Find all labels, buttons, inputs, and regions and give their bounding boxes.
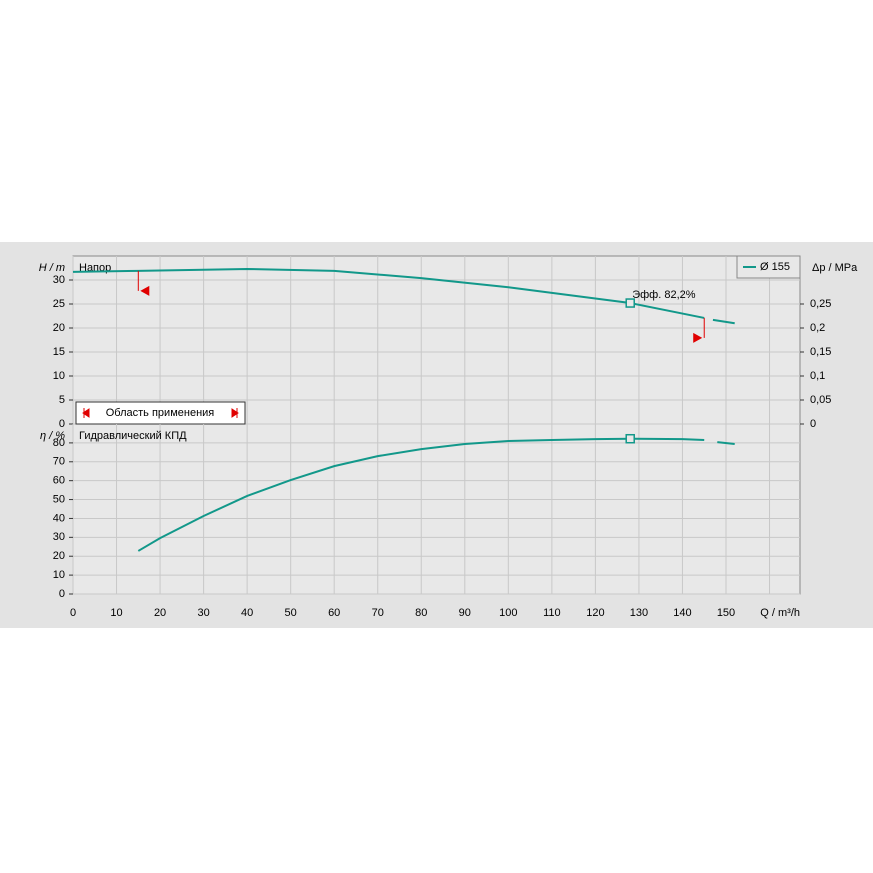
x-tick-label: 150 [717,607,735,619]
y-tick-label: 0 [59,418,65,430]
y-tick-label: 10 [53,370,65,382]
y-tick-label: 25 [53,298,65,310]
series-line [712,318,735,325]
y2-tick-label: 0,25 [810,298,831,310]
y2-tick-label: 0 [810,418,816,430]
series-line [137,437,705,552]
x-tick-label: 130 [630,607,648,619]
y-axis-label: η / % [40,430,65,442]
y-tick-label: 20 [53,550,65,562]
x-tick-label: 40 [241,607,253,619]
series-line [72,267,705,319]
x-tick-label: 50 [285,607,297,619]
y-tick-label: 0 [59,588,65,600]
range-arrows [82,408,239,418]
plot-area [72,255,801,595]
annotation: Эфф. 82,2% [632,289,696,301]
y2-tick-label: 0,2 [810,322,825,334]
y-tick-label: 60 [53,475,65,487]
series-line [717,441,735,446]
y-tick-label: 50 [53,493,65,505]
x-tick-label: 80 [415,607,427,619]
x-tick-label: 0 [70,607,76,619]
range-arrow [693,332,703,343]
x-tick-label: 110 [543,607,561,619]
y2-axis-label: Δp / MPa [812,262,858,274]
range-arrow [140,285,150,296]
x-tick-label: 70 [372,607,384,619]
x-tick-label: 30 [197,607,209,619]
y-tick-label: 10 [53,569,65,581]
y-tick-label: 20 [53,322,65,334]
y-tick-label: 80 [53,437,65,449]
legend-label: Ø 155 [760,261,790,273]
y2-tick-label: 0,1 [810,370,825,382]
x-tick-label: 100 [499,607,517,619]
y-tick-label: 40 [53,512,65,524]
operating-point [625,298,635,308]
x-tick-label: 20 [154,607,166,619]
x-tick-label: 60 [328,607,340,619]
y-tick-label: 5 [59,394,65,406]
x-tick-label: 90 [459,607,471,619]
x-tick-label: 120 [586,607,604,619]
y-axis-label: H / m [39,262,65,274]
legend-box [736,255,801,279]
y2-tick-label: 0,05 [810,394,831,406]
x-tick-label: 140 [673,607,691,619]
y-tick-label: 15 [53,346,65,358]
y-tick-label: 70 [53,456,65,468]
panel-title: Гидравлический КПД [79,430,187,442]
x-tick-label: 10 [110,607,122,619]
y2-tick-label: 0,15 [810,346,831,358]
x-axis-label: Q / m³/h [760,607,800,619]
operating-point [625,433,635,444]
y-tick-label: 30 [53,531,65,543]
range-label: Область применения [106,407,215,419]
y-tick-label: 30 [53,274,65,286]
